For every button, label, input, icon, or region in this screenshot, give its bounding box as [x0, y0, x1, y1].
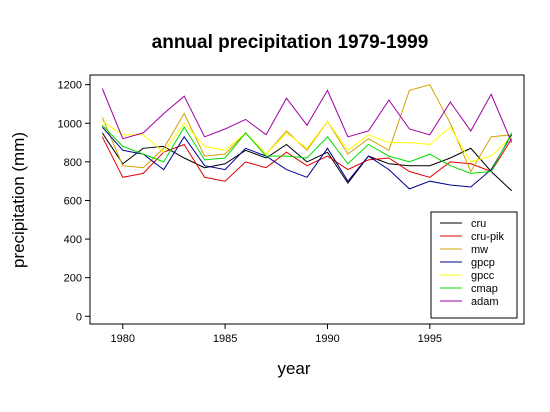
legend-label-gpcp: gpcp	[471, 257, 495, 269]
y-axis: 0 200 400 600 800 1000 1200	[58, 80, 90, 323]
x-tick-label: 1980	[111, 333, 135, 345]
y-tick-label: 0	[76, 311, 82, 323]
series-line-adam	[101, 88, 513, 143]
x-tick-label: 1985	[213, 333, 237, 345]
x-tick-label: 1990	[315, 333, 339, 345]
y-tick-label: 600	[64, 195, 82, 207]
x-axis-title: year	[277, 359, 310, 378]
y-tick-label: 1200	[58, 80, 82, 92]
x-tick-label: 1995	[418, 333, 442, 345]
y-tick-label: 400	[64, 234, 82, 246]
series-line-cru-pik	[101, 136, 513, 182]
legend-label-gpcc: gpcc	[471, 270, 495, 282]
y-tick-label: 1000	[58, 118, 82, 130]
series-line-gpcp	[101, 126, 513, 190]
chart-title: annual precipitation 1979-1999	[152, 32, 429, 53]
y-tick-label: 800	[64, 157, 82, 169]
x-axis: 1980 1985 1990 1995	[111, 324, 442, 345]
plot-frame	[89, 74, 525, 325]
series-layer	[101, 84, 513, 192]
series-line-gpcc	[102, 120, 513, 163]
legend-box	[430, 211, 518, 319]
legend-label-adam: adam	[471, 296, 499, 308]
legend-label-cru-pik: cru-pik	[471, 231, 505, 243]
legend-label-mw: mw	[471, 244, 488, 256]
series-line-cmap	[101, 124, 513, 174]
y-tick-label: 200	[64, 273, 82, 285]
y-axis-title: precipitation (mm)	[9, 132, 28, 268]
legend-label-cmap: cmap	[471, 283, 498, 295]
legend-label-cru: cru	[471, 218, 486, 230]
series-line-mw	[101, 84, 512, 173]
